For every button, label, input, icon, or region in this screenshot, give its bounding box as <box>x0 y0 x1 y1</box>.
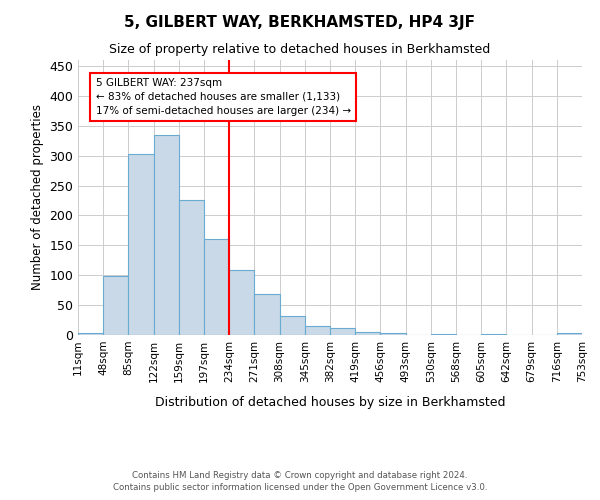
Bar <box>78 332 103 335</box>
Bar <box>179 200 204 335</box>
Y-axis label: Number of detached properties: Number of detached properties <box>31 104 44 290</box>
Bar <box>355 332 380 335</box>
Bar <box>431 334 456 335</box>
Bar <box>229 270 254 335</box>
Text: Size of property relative to detached houses in Berkhamsted: Size of property relative to detached ho… <box>109 42 491 56</box>
Bar <box>128 154 154 335</box>
Text: Contains HM Land Registry data © Crown copyright and database right 2024.
Contai: Contains HM Land Registry data © Crown c… <box>113 471 487 492</box>
Bar <box>481 334 506 335</box>
Bar <box>154 134 179 335</box>
Text: 5 GILBERT WAY: 237sqm
← 83% of detached houses are smaller (1,133)
17% of semi-d: 5 GILBERT WAY: 237sqm ← 83% of detached … <box>95 78 351 116</box>
Bar <box>254 294 280 335</box>
Bar <box>280 316 305 335</box>
Bar <box>380 333 406 335</box>
Text: 5, GILBERT WAY, BERKHAMSTED, HP4 3JF: 5, GILBERT WAY, BERKHAMSTED, HP4 3JF <box>125 15 476 30</box>
Bar <box>557 333 582 335</box>
Bar <box>330 328 355 335</box>
Bar <box>103 276 128 335</box>
Bar <box>305 326 330 335</box>
X-axis label: Distribution of detached houses by size in Berkhamsted: Distribution of detached houses by size … <box>155 396 505 409</box>
Bar <box>204 240 229 335</box>
